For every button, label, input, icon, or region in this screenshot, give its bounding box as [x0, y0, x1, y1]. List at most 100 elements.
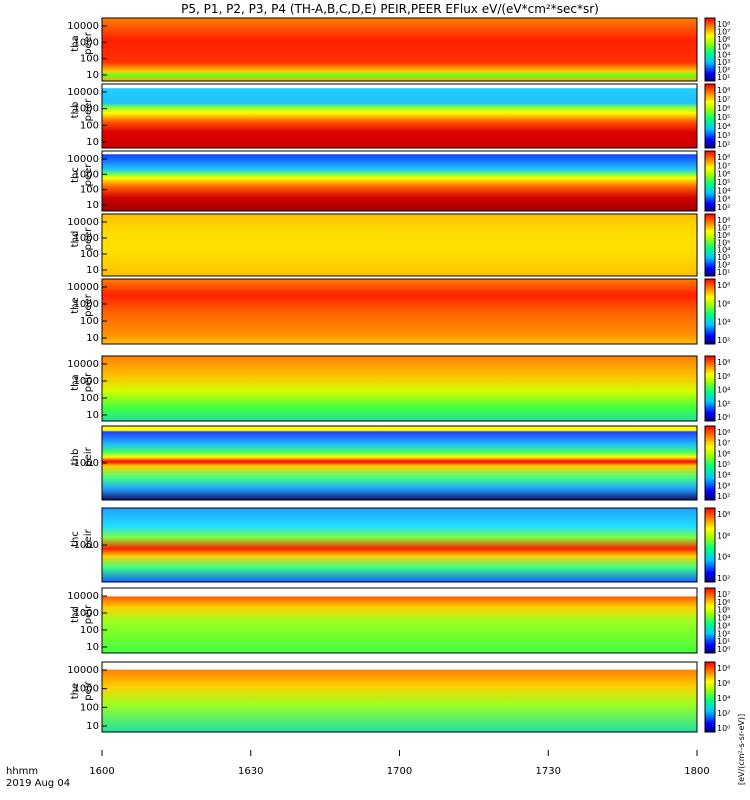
colorbar-tick-label: 10⁶	[717, 231, 730, 240]
colorbar-tick-label: 10⁶	[717, 531, 730, 540]
colorbar	[704, 278, 716, 345]
colorbar-tick-label: 10³	[717, 481, 730, 490]
x-tick-label: 1800	[684, 766, 709, 777]
colorbar-tick-label: 10⁵	[717, 238, 730, 247]
y-tick-label: 100	[80, 249, 99, 260]
spectrogram-image	[102, 588, 697, 653]
colorbar	[704, 425, 716, 501]
y-tick-label: 1000	[74, 37, 99, 48]
panel-frame	[101, 213, 698, 277]
panel-species-label: peer	[83, 163, 94, 187]
y-tick-label: 10	[86, 642, 99, 653]
y-tick-label: 10	[86, 70, 99, 81]
colorbar-tick-label: 10⁷	[717, 28, 730, 37]
y-tick-label: 100	[80, 702, 99, 713]
y-tick-label: 10	[86, 137, 99, 148]
colorbar-tick-label: 10⁷	[717, 95, 730, 104]
panel-probe-label: thc	[70, 531, 81, 547]
colorbar-units-label: [eV/(cm²-s-sr-eV)]	[737, 714, 746, 785]
colorbar-tick-label: 10⁶	[717, 299, 730, 308]
y-tick-label: 10000	[67, 217, 99, 228]
y-tick-label: 10	[86, 200, 99, 211]
colorbar	[704, 587, 716, 654]
y-tick-label: 10	[86, 333, 99, 344]
panel-tha-peer: tha peer1000010001001010⁸10⁷10⁶10⁵10⁴10³1…	[67, 17, 730, 82]
colorbar-tick-label: 10⁵	[717, 178, 730, 187]
panel-species-label: peer	[83, 98, 94, 122]
y-tick-label: 100	[80, 120, 99, 131]
x-axis-ticks: 1600 1630 1700 1730 1800	[89, 750, 710, 777]
x-tick-label: 1700	[387, 766, 412, 777]
colorbar-tick-label: 10⁸	[717, 281, 730, 290]
y-tick-label: 10000	[67, 591, 99, 602]
colorbar	[704, 213, 716, 277]
colorbar-tick-label: 10²	[717, 65, 730, 74]
colorbar	[704, 507, 716, 583]
y-tick-label: 1000	[74, 233, 99, 244]
colorbar-tick-label: 10⁴	[717, 186, 730, 195]
y-tick-label: 10	[86, 721, 99, 732]
panel-probe-label: thd	[70, 606, 81, 623]
colorbar-tick-label: 10⁴	[717, 386, 730, 395]
colorbar-tick-label: 10²	[717, 336, 730, 345]
colorbar-tick-label: 10⁸	[717, 86, 730, 95]
spectrogram-image	[102, 279, 697, 344]
colorbar-tick-label: 10⁴	[717, 614, 730, 623]
y-tick-label: 1000	[74, 608, 99, 619]
colorbar-tick-label: 10²	[717, 203, 730, 212]
colorbar	[704, 17, 716, 82]
panel-thd-peir: thd peir1000010001001010⁷10⁶10⁵10⁴10³10²1…	[67, 587, 730, 654]
panel-thd-peer: thd peer1000010001001010⁸10⁷10⁶10⁵10⁴10³1…	[67, 213, 730, 277]
colorbar	[704, 661, 716, 733]
y-tick-label: 100	[80, 185, 99, 196]
colorbar-tick-label: 10⁴	[717, 318, 730, 327]
panel-frame	[101, 355, 698, 422]
colorbar-tick-label: 10⁴	[717, 553, 730, 562]
colorbar-tick-label: 10⁸	[717, 664, 730, 673]
panel-probe-label: thc	[70, 167, 81, 183]
colorbar-tick-label: 10⁶	[717, 679, 730, 688]
panel-probe-label: thb	[70, 449, 81, 466]
colorbar-tick-label: 10⁵	[717, 43, 730, 52]
panel-probe-label: tha	[70, 374, 81, 390]
spectrogram-image	[102, 84, 697, 148]
colorbar-tick-label: 10³	[717, 621, 730, 630]
colorbar-tick-label: 10²	[717, 492, 730, 501]
y-tick-label: 10	[86, 265, 99, 276]
y-tick-label: 1000	[74, 458, 99, 469]
y-tick-label: 10	[86, 410, 99, 421]
x-axis-caption-date: 2019 Aug 04	[6, 778, 70, 789]
colorbar-tick-label: 10⁵	[717, 606, 730, 615]
colorbar-tick-label: 10²	[717, 399, 730, 408]
colorbar-tick-label: 10²	[717, 709, 730, 718]
colorbar-tick-label: 10⁸	[717, 216, 730, 225]
colorbar	[704, 150, 716, 212]
colorbar-tick-label: 10⁶	[717, 449, 730, 458]
panel-species-label: peir	[83, 372, 94, 392]
colorbar-tick-label: 10¹	[717, 268, 730, 277]
spectrogram-image	[102, 18, 697, 81]
y-tick-label: 100	[80, 625, 99, 636]
colorbar-tick-label: 10⁶	[717, 372, 730, 381]
y-tick-label: 1000	[74, 684, 99, 695]
colorbar-tick-label: 10²	[717, 261, 730, 270]
colorbar-tick-label: 10⁸	[717, 153, 730, 162]
panel-frame	[101, 278, 698, 345]
colorbar-tick-label: 10³	[717, 131, 730, 140]
panel-species-label: peir	[83, 446, 94, 466]
spectrogram-image	[102, 508, 697, 582]
spectrogram-image	[102, 214, 697, 276]
panel-species-label: peir	[83, 528, 94, 548]
colorbar-tick-label: 10²	[717, 574, 730, 583]
y-tick-label: 1000	[74, 376, 99, 387]
y-tick-label: 10000	[67, 87, 99, 98]
colorbar-tick-label: 10⁴	[717, 50, 730, 59]
y-tick-label: 100	[80, 316, 99, 327]
x-tick-label: 1630	[238, 766, 263, 777]
colorbar-tick-label: 10⁶	[717, 35, 730, 44]
x-tick-label: 1730	[536, 766, 561, 777]
panel-tha-peir: tha peir 10000 1000 100 10 10⁸ 10⁶ 10⁴ 10² 10⁰	[67, 355, 730, 422]
y-tick-label: 1000	[74, 299, 99, 310]
